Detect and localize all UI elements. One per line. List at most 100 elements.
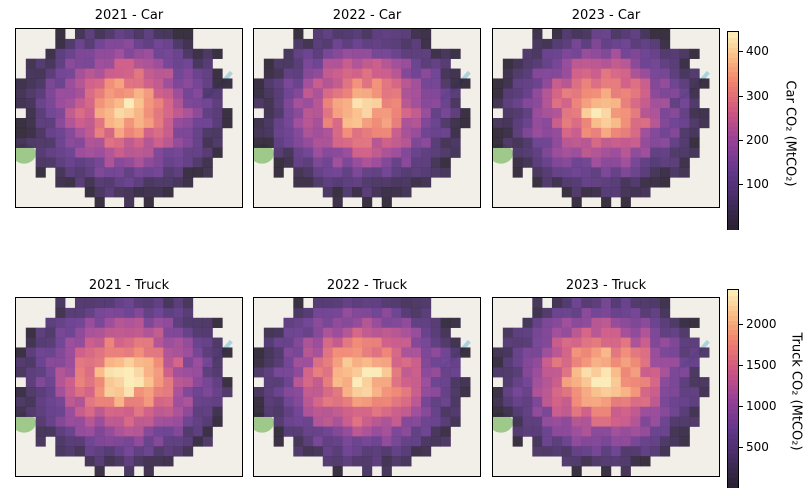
heatmap-cell [35,108,46,119]
heatmap-cell [143,446,154,457]
heatmap-cell [362,416,373,427]
heatmap-cell [512,98,523,109]
heatmap-cell [430,58,441,69]
heatmap-cell [124,416,135,427]
heatmap-cell [352,58,363,69]
heatmap-svg [16,298,242,476]
heatmap-cell [551,426,563,437]
heatmap-cell [293,416,304,427]
heatmap-cell [650,167,661,178]
heatmap-cell [25,377,36,388]
heatmap-cell [551,48,563,59]
heatmap-cell [332,177,343,188]
heatmap-cell [551,347,563,358]
heatmap-cell [312,48,324,59]
heatmap-cell [581,48,592,59]
heatmap-cell [421,147,432,158]
heatmap-cell [679,137,690,148]
heatmap-cell [84,58,95,69]
heatmap-cell [74,137,86,148]
heatmap-cell [173,58,184,69]
heatmap-cell [322,396,333,408]
heatmap-cell [679,327,690,338]
heatmap-cell [222,347,233,358]
heatmap-cell [689,406,700,417]
heatmap-cell [421,347,432,358]
heatmap-cell [84,137,95,148]
heatmap-cell [55,108,66,119]
heatmap-cell [104,357,115,368]
colorbar-slice [728,334,738,341]
heatmap-cell [362,396,373,408]
heatmap-cell [74,436,86,447]
heatmap-cell [660,377,671,388]
heatmap-cell [352,118,363,129]
heatmap-cell [381,38,392,50]
heatmap-cell [610,396,622,408]
heatmap-cell [322,317,333,328]
heatmap-cell [679,347,690,358]
heatmap-cell [153,307,164,319]
heatmap-cell [133,38,145,50]
colorbar-slice [728,81,738,88]
heatmap-cell [630,347,641,358]
heatmap-cell [65,118,76,129]
heatmap-cell [35,347,46,358]
heatmap-cell [381,396,392,408]
heatmap-cell [561,108,572,119]
heatmap-cell [679,58,690,69]
heatmap-cell [601,298,612,309]
heatmap-cell [581,187,592,198]
heatmap-cell [312,78,324,89]
heatmap-cell [153,108,164,119]
heatmap-cell [542,48,553,59]
heatmap-cell [660,78,671,89]
heatmap-cell [591,327,602,338]
heatmap-cell [679,118,690,129]
heatmap-cell [192,137,203,148]
heatmap-cell [561,347,572,358]
heatmap-cell [391,177,402,188]
heatmap-cell [183,446,194,457]
heatmap-cell [222,108,233,119]
heatmap-cell [352,147,363,158]
heatmap-cell [610,337,622,348]
heatmap-cell [411,426,422,437]
heatmap-cell [133,307,145,319]
heatmap-cell [411,396,422,408]
heatmap-cell [202,317,213,328]
heatmap-cell [640,327,651,338]
heatmap-cell [610,88,622,99]
heatmap-cell [660,347,671,358]
heatmap-cell [581,127,592,139]
heatmap-cell [450,367,461,378]
heatmap-cell [542,396,553,408]
heatmap-cell [133,177,145,188]
heatmap-cell [630,367,641,378]
heatmap-cell [362,436,373,447]
heatmap-cell [502,396,513,408]
heatmap-cell [212,137,223,148]
heatmap-cell [650,416,661,427]
heatmap-cell [411,406,422,417]
heatmap-cell [104,416,115,427]
heatmap-cell [362,466,373,476]
heatmap-cell [303,98,314,109]
heatmap-cell [381,307,392,319]
heatmap-cell [421,357,432,368]
heatmap-cell [45,396,56,408]
heatmap-cell [532,367,543,378]
heatmap-cell [630,58,641,69]
heatmap-cell [16,387,27,398]
heatmap-cell [84,127,95,139]
heatmap-cell [401,367,412,378]
heatmap-cell [312,118,324,129]
heatmap-cell [512,118,523,129]
heatmap-cell [114,436,125,447]
heatmap-cell [65,48,76,59]
heatmap-cell [620,298,631,309]
heatmap-cell [401,416,412,427]
heatmap-cell [689,127,700,139]
heatmap-cell [25,387,36,398]
heatmap-cell [411,416,422,427]
